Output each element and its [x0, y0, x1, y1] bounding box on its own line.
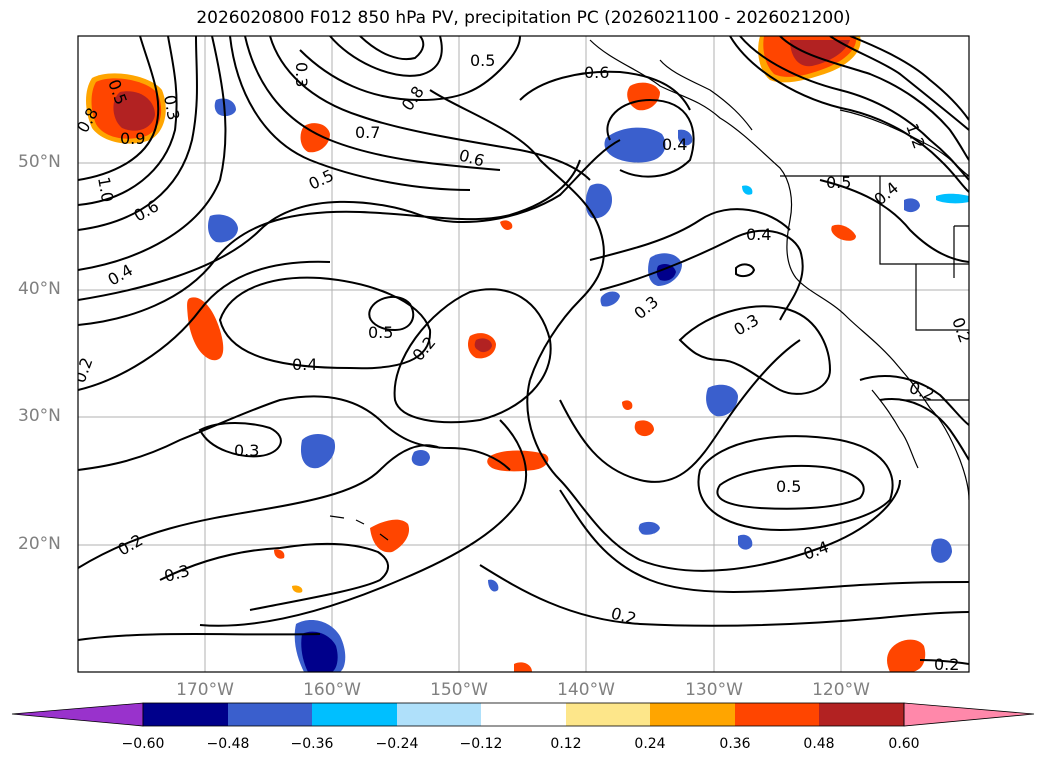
colorbar-tick-label: −0.24 [375, 736, 419, 752]
colorbar-tick-label: −0.12 [459, 736, 503, 752]
colorbar-tick-label: 0.48 [803, 736, 835, 752]
colorbar-bin [143, 703, 228, 726]
colorbar-tick-label: 0.60 [888, 736, 920, 752]
contour-label: 1.0 [94, 175, 117, 203]
precip-negative [208, 98, 969, 672]
contour-label: 0.4 [105, 260, 137, 289]
colorbar-tick-label: −0.48 [206, 736, 250, 752]
contour-label: 0.4 [292, 355, 317, 374]
contour-label: 0.2 [609, 604, 639, 629]
lon-label: 160°W [303, 680, 361, 700]
lon-label: 130°W [685, 680, 743, 700]
contour-label: 0.5 [470, 51, 495, 70]
colorbar-tick-label: 0.24 [634, 736, 666, 752]
lat-label: 50°N [18, 152, 61, 172]
map-frame [77, 35, 970, 673]
colorbar-extend-high [903, 702, 1035, 727]
contour-label: 0.7 [355, 123, 380, 142]
colorbar-tick-label: 0.12 [550, 736, 582, 752]
contour-label: 0.4 [746, 225, 771, 244]
colorbar-tick-label: −0.36 [290, 736, 334, 752]
colorbar-bin [481, 703, 566, 726]
contour-label: 0.9 [120, 129, 145, 148]
contour-label: 0.3 [160, 93, 183, 121]
contour-label: 0.6 [584, 63, 609, 82]
contour-label: 0.2 [934, 655, 959, 674]
colorbar-bin [312, 703, 397, 726]
colorbar-bin [397, 703, 481, 726]
colorbar-bin [735, 703, 819, 726]
colorbar-tick-label: 0.36 [719, 736, 751, 752]
colorbar-tick-label: −0.60 [121, 736, 165, 752]
lat-label: 30°N [18, 406, 61, 426]
colorbar [11, 702, 1035, 727]
contour-label: 0.6 [131, 196, 163, 225]
contour-label: 0.3 [234, 441, 259, 460]
contour-label: 0.4 [801, 537, 831, 564]
contour-label: 0.5 [368, 323, 393, 342]
colorbar-bin [819, 703, 904, 726]
pv-contours [78, 36, 969, 665]
contour-label: 0.4 [662, 135, 687, 154]
contour-label: 0.3 [162, 561, 192, 586]
contour-label: 0.3 [731, 310, 763, 339]
contour-label: 0.3 [292, 62, 311, 87]
lon-label: 150°W [430, 680, 488, 700]
contour-label: 0.4 [870, 178, 902, 209]
lat-label: 20°N [18, 534, 61, 554]
lon-label: 140°W [557, 680, 615, 700]
contour-labels: 0.5 0.3 0.8 0.9 1.0 0.6 0.4 0.2 0.3 0.7 … [70, 51, 975, 674]
lat-label: 40°N [18, 279, 61, 299]
contour-label: 0.5 [776, 477, 801, 496]
contour-label: 0.5 [826, 173, 851, 192]
contour-label: 0.2 [115, 530, 147, 559]
contour-label: 0.3 [630, 292, 662, 323]
map-title: 2026020800 F012 850 hPa PV, precipitatio… [196, 8, 851, 28]
lon-label: 120°W [812, 680, 870, 700]
colorbar-bin [566, 703, 650, 726]
gridlines [78, 36, 969, 672]
contour-label: 0.2 [948, 315, 975, 345]
colorbar-bin [228, 703, 312, 726]
lon-label: 170°W [176, 680, 234, 700]
colorbar-bin [650, 703, 735, 726]
contour-label: 0.8 [398, 83, 428, 115]
precip-positive [86, 36, 926, 672]
contour-label: 0.2 [70, 355, 97, 385]
colorbar-extend-low [11, 702, 144, 727]
